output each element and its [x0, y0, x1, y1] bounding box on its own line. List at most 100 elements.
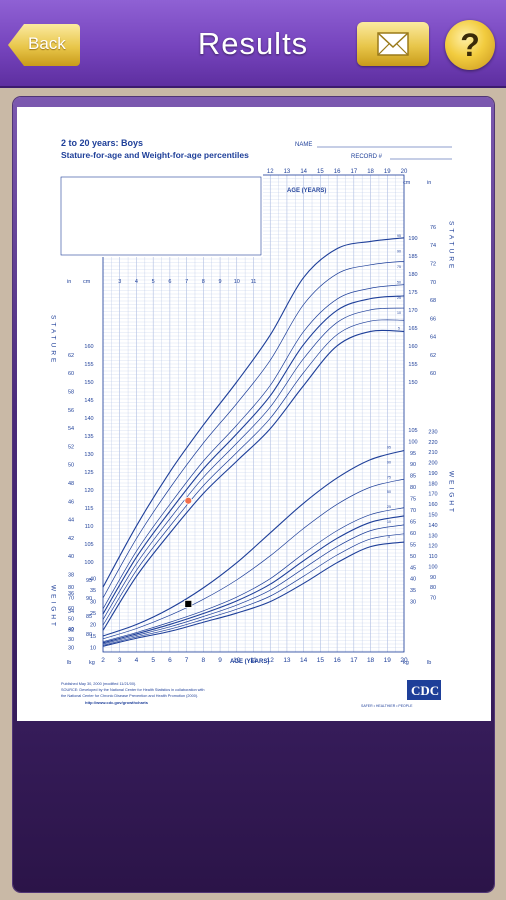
weight-kg-tick-left: 30 — [90, 600, 96, 606]
unit-lb-right: lb — [427, 660, 431, 666]
age-tick-bottom: 2 — [101, 657, 105, 664]
age-tick-bottom: 5 — [151, 657, 155, 664]
age-tick-bottom: 18 — [367, 657, 375, 664]
weight-lb-tick-left: 70 — [68, 596, 74, 602]
age-tick-bottom: 10 — [233, 657, 241, 664]
age-tick-inner: 3 — [118, 279, 121, 285]
weight-kg-tick-right: 45 — [410, 565, 416, 571]
stature-cm-tick-right: 190 — [408, 236, 417, 242]
weight-kg-tick-right: 35 — [410, 588, 416, 594]
age-tick-inner: 6 — [168, 279, 171, 285]
chart-title: 2 to 20 years: Boys — [61, 138, 143, 148]
age-tick-bottom: 8 — [202, 657, 206, 664]
weight-percentile-curve — [102, 507, 405, 643]
age-tick-top: 13 — [284, 169, 291, 175]
stature-in-tick-left: 48 — [68, 481, 74, 487]
weight-kg-tick-left: 10 — [90, 645, 96, 651]
weight-lb-tick-right: 130 — [428, 533, 437, 539]
age-tick-bottom: 7 — [185, 657, 189, 664]
weight-lb-tick-right: 170 — [428, 492, 437, 498]
chart-subtitle: Stature-for-age and Weight-for-age perce… — [61, 150, 249, 160]
weight-percentile-curve — [102, 449, 405, 637]
stature-cm-tick-left: 145 — [84, 398, 93, 404]
stature-cm-tick-right: 150 — [408, 380, 417, 386]
record-label: RECORD # — [351, 154, 383, 160]
stature-percentile-label: 95 — [397, 234, 401, 238]
weight-kg-tick-right: 55 — [410, 542, 416, 548]
stature-in-tick-right: 74 — [430, 243, 436, 249]
stature-in-tick-left: 36 — [68, 591, 74, 597]
stature-cm-tick-left: 130 — [84, 452, 93, 458]
stature-in-tick-left: 60 — [68, 371, 74, 377]
age-tick-bottom: 20 — [400, 657, 408, 664]
stature-percentile-label: 25 — [397, 296, 401, 300]
stature-cm-tick-left: 100 — [84, 560, 93, 566]
weight-lb-tick-right: 180 — [428, 481, 437, 487]
weight-lb-tick-right: 190 — [428, 471, 437, 477]
stature-in-tick-left: 62 — [68, 353, 74, 359]
age-tick-top: 14 — [300, 169, 307, 175]
growth-chart[interactable]: 2 to 20 years: Boys Stature-for-age and … — [17, 107, 491, 721]
age-tick-inner: 8 — [202, 279, 205, 285]
age-tick-inner: 5 — [152, 279, 155, 285]
stature-in-tick-left: 46 — [68, 499, 74, 505]
weight-kg-tick-left: 40 — [90, 577, 96, 583]
stature-cm-tick-left: 140 — [84, 416, 93, 422]
navbar: Back Results ? — [0, 0, 506, 88]
name-label: NAME — [295, 142, 312, 148]
help-button[interactable]: ? — [445, 20, 495, 70]
age-tick-bottom: 6 — [168, 657, 172, 664]
stature-cm-tick-right: 160 — [408, 344, 417, 350]
unit-cm-left: cm — [83, 279, 91, 285]
unit-in-left: in — [67, 279, 71, 285]
stature-in-tick-right: 72 — [430, 261, 436, 267]
age-label-bottom: AGE (YEARS) — [230, 659, 269, 665]
weight-percentile-curve — [102, 478, 405, 640]
stature-in-tick-left: 42 — [68, 536, 74, 542]
weight-lb-tick-right: 200 — [428, 461, 437, 467]
weight-kg-tick-right: 65 — [410, 519, 416, 525]
weight-kg-tick-right: 80 — [410, 485, 416, 491]
stature-cm-tick-right: 170 — [408, 308, 417, 314]
stature-in-tick-left: 50 — [68, 463, 74, 469]
age-tick-inner: 4 — [135, 279, 138, 285]
stature-percentile-curve — [102, 260, 405, 599]
weight-lb-tick-right: 150 — [428, 513, 437, 519]
weight-lb-tick-left: 80 — [68, 585, 74, 591]
weight-percentile-label: 50 — [387, 490, 391, 494]
weight-label-left: WEIGHT — [50, 585, 57, 629]
age-tick-bottom: 17 — [350, 657, 358, 664]
stature-cm-tick-right: 175 — [408, 290, 417, 296]
mail-icon — [377, 32, 409, 56]
stature-cm-tick-left: 85 — [86, 614, 92, 620]
weight-lb-tick-right: 110 — [429, 554, 438, 560]
weight-lb-tick-right: 120 — [428, 544, 437, 550]
chart-grid — [57, 173, 405, 653]
back-button[interactable]: Back — [8, 24, 80, 66]
page-title: Results — [197, 26, 309, 61]
email-button[interactable] — [357, 22, 429, 66]
cdc-logo-text: CDC — [411, 683, 439, 698]
stature-cm-tick-left: 95 — [86, 578, 92, 584]
stature-cm-tick-left: 135 — [84, 434, 93, 440]
weight-percentile-label: 25 — [387, 505, 391, 509]
cdc-logo — [407, 680, 441, 700]
weight-kg-tick-right: 40 — [410, 577, 416, 583]
stature-in-tick-right: 68 — [430, 298, 436, 304]
stature-percentile-curve — [102, 284, 405, 609]
stature-in-tick-left: 52 — [68, 444, 74, 450]
weight-kg-tick-right: 90 — [410, 462, 416, 468]
weight-percentile-label: 10 — [387, 520, 391, 524]
weight-lb-tick-right: 230 — [428, 429, 437, 435]
stature-cm-tick-left: 80 — [86, 632, 92, 638]
stature-percentile-curve — [102, 237, 405, 588]
age-tick-bottom: 16 — [333, 657, 341, 664]
weight-percentile-curve — [102, 515, 405, 644]
stature-cm-tick-left: 115 — [85, 506, 94, 512]
age-tick-top: 12 — [267, 169, 274, 175]
stature-cm-tick-right: 185 — [408, 254, 417, 260]
stature-cm-tick-right: 155 — [408, 362, 417, 368]
weight-lb-tick-left: 50 — [68, 616, 74, 622]
stature-percentile-label: 5 — [398, 327, 400, 331]
weight-percentile-label: 5 — [388, 535, 390, 539]
